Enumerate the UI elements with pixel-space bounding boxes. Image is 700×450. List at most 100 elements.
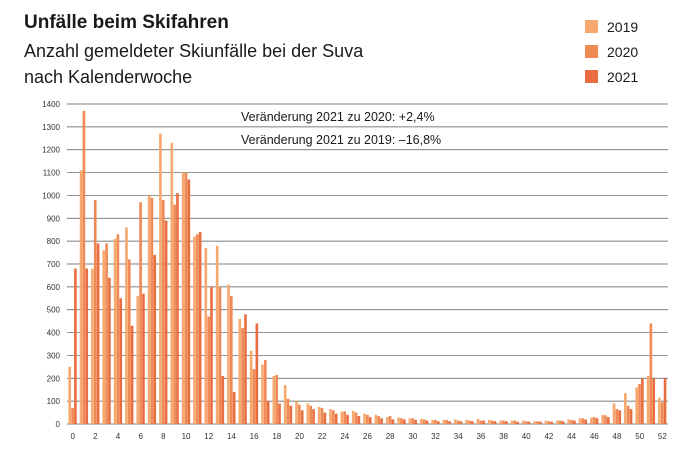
- bar-2021-week-34: [459, 421, 463, 424]
- y-tick-label-400: 400: [47, 329, 61, 338]
- bar-2020-week-20: [298, 404, 301, 424]
- legend-label-2019: 2019: [607, 18, 639, 35]
- bar-2021-week-43: [561, 421, 565, 424]
- bar-2019-week-46: [590, 417, 593, 424]
- bar-2019-week-6: [136, 296, 140, 424]
- bar-2019-week-9: [170, 142, 174, 425]
- bar-2019-week-32: [431, 419, 434, 424]
- bar-2020-week-34: [456, 420, 460, 424]
- bar-2021-week-33: [448, 421, 451, 424]
- bar-2021-week-21: [312, 409, 315, 424]
- bar-2019-week-4: [113, 238, 117, 424]
- bar-2021-week-47: [607, 417, 610, 424]
- bar-2021-week-39: [516, 421, 519, 424]
- y-tick-label-1000: 1000: [42, 191, 60, 200]
- x-tick-label-8: 8: [161, 432, 166, 441]
- bar-2019-week-50: [635, 387, 639, 424]
- bar-2021-week-13: [221, 376, 225, 424]
- bar-2021-week-11: [198, 232, 202, 424]
- x-tick-label-44: 44: [567, 432, 576, 441]
- legend-swatch-2021: [585, 70, 598, 83]
- bar-2019-week-36: [476, 418, 480, 424]
- bar-2020-week-8: [161, 200, 165, 424]
- bar-2021-week-28: [391, 419, 395, 424]
- bar-2020-week-44: [570, 419, 573, 424]
- legend-label-2021: 2021: [607, 68, 639, 85]
- bar-2021-week-36: [482, 420, 485, 424]
- bar-2021-week-48: [618, 410, 622, 424]
- legend-label-2020: 2020: [607, 43, 639, 60]
- bar-2019-week-48: [612, 403, 616, 424]
- bar-2021-week-23: [334, 413, 338, 424]
- bar-2019-week-3: [102, 250, 106, 424]
- x-tick-label-2: 2: [93, 432, 98, 441]
- bar-2021-week-2: [96, 243, 100, 424]
- bar-2019-week-34: [453, 419, 457, 424]
- bar-2020-week-33: [445, 419, 449, 424]
- bar-2019-week-33: [442, 419, 446, 424]
- bar-2019-week-40: [522, 420, 525, 424]
- x-tick-label-28: 28: [386, 432, 395, 441]
- x-tick-label-18: 18: [272, 432, 281, 441]
- bar-2020-week-25: [354, 412, 358, 424]
- bar-2021-week-5: [130, 325, 134, 424]
- bar-2020-week-28: [388, 416, 392, 424]
- bar-2019-week-51: [646, 376, 650, 424]
- bar-2019-week-39: [510, 420, 514, 424]
- bar-2021-week-40: [527, 421, 531, 424]
- bar-2020-week-6: [139, 202, 142, 424]
- bar-2019-week-41: [533, 421, 536, 424]
- bar-2021-week-8: [164, 220, 168, 424]
- bar-2020-week-11: [195, 234, 199, 424]
- bar-2021-week-18: [278, 403, 281, 424]
- bar-2019-week-30: [408, 418, 412, 424]
- bar-2020-week-35: [468, 420, 471, 424]
- bar-2019-week-22: [317, 406, 321, 424]
- bar-2021-week-30: [414, 419, 417, 424]
- bar-2020-week-4: [116, 234, 120, 424]
- bar-2019-week-49: [624, 393, 627, 424]
- bar-2020-week-19: [286, 398, 290, 424]
- bar-2021-week-22: [323, 412, 327, 424]
- bar-2021-week-1: [85, 268, 89, 424]
- legend-item-2021: 2021: [585, 64, 638, 89]
- bar-2020-week-42: [547, 421, 551, 424]
- bar-2019-week-19: [283, 385, 287, 424]
- bar-2021-week-27: [380, 418, 383, 424]
- y-tick-label-1300: 1300: [42, 123, 60, 132]
- bar-2021-week-42: [550, 421, 553, 424]
- annotation-2021-vs-2019: Veränderung 2021 zu 2019: –16,8%: [241, 133, 441, 147]
- bar-2021-week-6: [142, 293, 145, 424]
- bar-2019-week-12: [204, 248, 208, 424]
- bar-2019-week-2: [91, 268, 94, 424]
- y-tick-label-1100: 1100: [43, 169, 61, 178]
- bar-2020-week-50: [638, 384, 641, 424]
- bar-2021-week-15: [244, 314, 247, 424]
- bar-2020-week-14: [230, 296, 233, 424]
- bar-2020-week-26: [366, 414, 369, 424]
- bar-2019-week-5: [125, 227, 128, 424]
- bar-2021-week-4: [119, 298, 123, 424]
- bar-2020-week-21: [309, 405, 313, 424]
- bar-2020-week-46: [592, 417, 596, 424]
- bar-2020-week-37: [490, 420, 494, 424]
- bar-2020-week-27: [377, 416, 381, 424]
- annotation-2021-vs-2020: Veränderung 2021 zu 2020: +2,4%: [241, 110, 435, 124]
- x-tick-label-40: 40: [522, 432, 531, 441]
- bar-2020-week-12: [207, 316, 210, 424]
- bar-2019-week-24: [340, 411, 344, 424]
- x-tick-label-46: 46: [590, 432, 599, 441]
- bar-2020-week-17: [264, 360, 267, 424]
- bar-2021-week-26: [368, 417, 372, 424]
- bar-2021-week-3: [108, 277, 111, 424]
- bar-2019-week-25: [351, 410, 355, 424]
- y-tick-label-100: 100: [47, 397, 61, 406]
- chart-subtitle-line-2: nach Kalenderwoche: [24, 67, 193, 87]
- bar-2019-week-16: [249, 350, 253, 424]
- bar-2020-week-18: [275, 374, 278, 424]
- x-tick-label-4: 4: [116, 432, 121, 441]
- bar-2021-week-50: [641, 378, 644, 424]
- chart-legend: 2019 2020 2021: [585, 14, 638, 89]
- x-tick-label-20: 20: [295, 432, 304, 441]
